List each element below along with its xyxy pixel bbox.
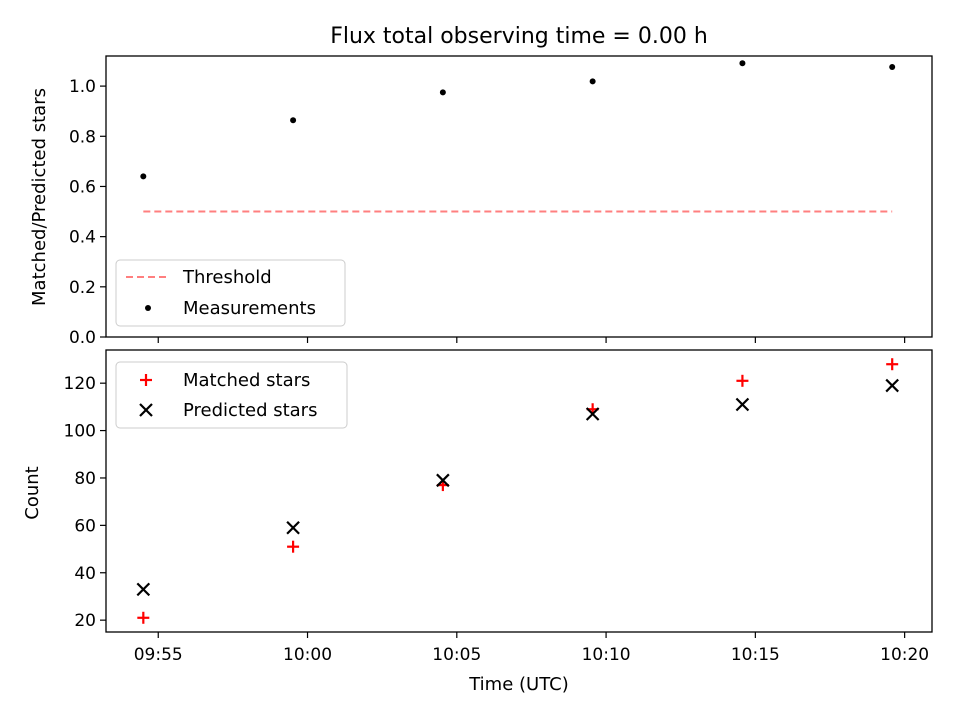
legend-measurements-swatch: [145, 305, 151, 311]
x-tick-label: 10:15: [731, 645, 780, 665]
bottom-x-tick: 10:05: [432, 632, 481, 665]
bottom-x-tick: 10:00: [283, 632, 332, 665]
bottom-panel: 20 40 60 80 100 120 09:55 10:00 10:05 10:10 10:15…: [22, 349, 933, 695]
bottom-y-tick-label: 100: [64, 422, 96, 442]
top-panel: 0.0 0.2 0.4 0.6 0.8 1.0 Matched/Predicted sta…: [29, 55, 933, 348]
bottom-legend: Matched stars Predicted stars: [115, 361, 348, 429]
top-y-tick-label: 0.2: [69, 278, 96, 298]
predicted-stars-point: [885, 378, 899, 393]
top-y-tick: 1.0: [69, 77, 106, 97]
legend-measurements-label: Measurements: [183, 298, 316, 319]
top-legend-box: [115, 259, 346, 327]
bottom-y-tick-label: 60: [74, 516, 96, 536]
x-tick-label: 10:10: [582, 645, 631, 665]
chart-title: Flux total observing time = 0.00 h: [330, 24, 708, 49]
bottom-x-tick: 10:10: [582, 632, 631, 665]
top-y-tick: 0.2: [69, 278, 106, 298]
x-tick-label: 09:55: [134, 645, 183, 665]
bottom-y-tick: 100: [64, 422, 106, 442]
legend-predicted-label: Predicted stars: [183, 400, 317, 421]
measurements-point: [739, 60, 746, 67]
bottom-y-tick-label: 120: [64, 374, 96, 394]
bottom-y-tick-label: 40: [74, 564, 96, 584]
bottom-y-axis-label: Count: [22, 466, 43, 519]
x-tick-label: 10:20: [880, 645, 929, 665]
top-axes-frame: [105, 55, 933, 338]
measurements-point: [589, 78, 596, 85]
top-y-tick: 0.4: [69, 228, 106, 248]
measurements-point: [140, 173, 147, 180]
bottom-y-tick: 120: [64, 374, 106, 394]
bottom-y-tick-label: 20: [74, 611, 96, 631]
legend-matched-label: Matched stars: [183, 370, 310, 391]
top-y-tick: 0.6: [69, 177, 106, 197]
x-tick-label: 10:05: [432, 645, 481, 665]
matched-stars-point: [886, 358, 899, 371]
matched-stars-point: [137, 611, 150, 624]
bottom-x-tick: 10:20: [880, 632, 929, 665]
bottom-y-ticks: 20 40 60 80 100 120: [64, 374, 106, 631]
legend-matched-swatch: [140, 374, 152, 386]
measurements-point: [439, 89, 446, 96]
top-y-tick: 0.8: [69, 127, 106, 147]
predicted-stars-point: [136, 582, 151, 597]
top-y-axis-label: Matched/Predicted stars: [29, 88, 50, 306]
measurements-point: [290, 117, 297, 124]
top-y-tick-label: 0.0: [69, 328, 96, 348]
bottom-axes-frame: [105, 349, 933, 633]
predicted-stars-point: [436, 473, 450, 488]
top-y-tick-label: 1.0: [69, 77, 96, 97]
predicted-stars-point: [585, 407, 600, 421]
bottom-x-tick: 09:55: [134, 632, 183, 665]
legend-threshold-label: Threshold: [182, 267, 272, 288]
top-plot-area: [140, 60, 896, 213]
bottom-y-tick: 20: [74, 611, 106, 631]
x-tick-label: 10:00: [283, 645, 332, 665]
top-y-ticks: 0.0 0.2 0.4 0.6 0.8 1.0: [69, 77, 106, 348]
bottom-y-tick: 80: [74, 469, 106, 489]
bottom-x-ticks: 09:55 10:00 10:05 10:10 10:15 10:20: [134, 632, 929, 665]
bottom-y-tick: 40: [74, 564, 106, 584]
legend-predicted-swatch: [139, 403, 153, 417]
predicted-stars-point: [286, 520, 300, 535]
matched-stars-point: [736, 374, 749, 387]
predicted-stars-point: [735, 397, 750, 412]
matched-stars-point: [287, 540, 300, 553]
top-x-ticks: [157, 337, 906, 343]
top-y-tick-label: 0.6: [69, 177, 96, 197]
bottom-y-tick: 60: [74, 516, 106, 536]
top-legend: Threshold Measurements: [115, 259, 346, 327]
top-y-tick-label: 0.4: [69, 228, 96, 248]
x-axis-label: Time (UTC): [468, 674, 569, 695]
top-y-tick: 0.0: [69, 328, 106, 348]
top-y-tick-label: 0.8: [69, 127, 96, 147]
bottom-plot-area: [136, 358, 899, 624]
bottom-legend-box: [115, 361, 348, 429]
bottom-y-tick-label: 80: [74, 469, 96, 489]
measurements-point: [889, 64, 896, 71]
bottom-x-tick: 10:15: [731, 632, 780, 665]
